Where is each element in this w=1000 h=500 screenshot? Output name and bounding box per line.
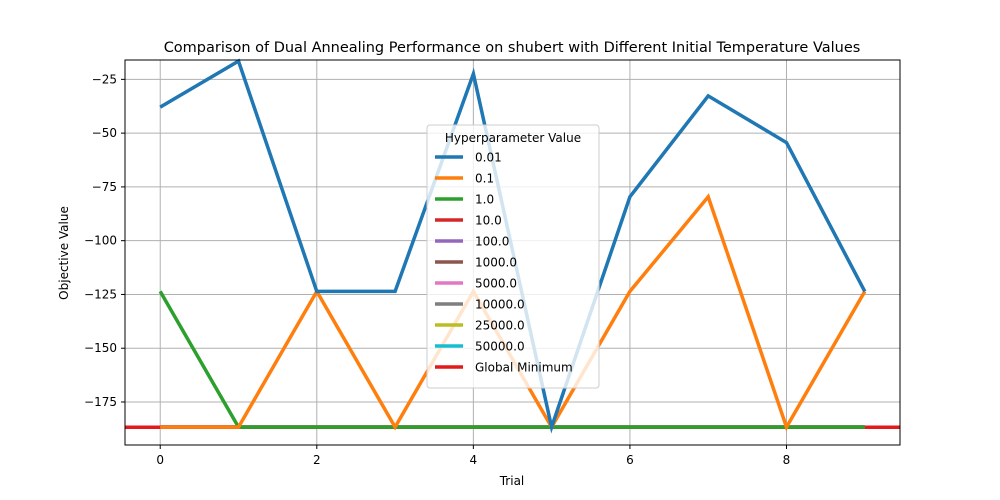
legend-entry-label: 5000.0: [475, 277, 517, 291]
x-tick-label: 8: [783, 453, 791, 467]
legend-entry-label: 1.0: [475, 193, 494, 207]
axis-ticks: 0 2 4 6 8 −175 −150 −125 −100 −75 −50 −25: [84, 72, 790, 467]
plot-frame: [124, 59, 901, 446]
x-axis-label: Trial: [499, 474, 525, 488]
series-line-1-0: [158, 290, 865, 429]
legend-entry-label: 50000.0: [475, 340, 525, 354]
y-tick-label: −25: [92, 72, 117, 86]
y-tick-label: −150: [84, 341, 117, 355]
legend-box: [426, 124, 600, 389]
x-tick-label: 2: [313, 453, 321, 467]
legend-entry-label: 100.0: [475, 235, 509, 249]
legend-entry-label: 1000.0: [475, 256, 517, 270]
x-tick-label: 6: [626, 453, 634, 467]
legend-entry-label: 10000.0: [475, 298, 525, 312]
legend-entry-label: 10.0: [475, 214, 502, 228]
chart-title: Comparison of Dual Annealing Performance…: [164, 40, 861, 56]
x-tick-label: 4: [470, 453, 478, 467]
y-tick-label: −175: [84, 395, 117, 409]
legend-entry-label: Global Minimum: [475, 361, 573, 375]
legend-entry-label: 0.01: [475, 151, 502, 165]
y-tick-label: −75: [92, 180, 117, 194]
legend-entry-label: 0.1: [475, 172, 494, 186]
y-tick-label: −125: [84, 287, 117, 301]
legend-title: Hyperparameter Value: [445, 131, 581, 145]
y-tick-label: −50: [92, 126, 117, 140]
y-axis-label: Objective Value: [57, 206, 71, 300]
y-tick-label: −100: [84, 234, 117, 248]
x-tick-label: 0: [156, 453, 164, 467]
legend-entry-label: 25000.0: [475, 319, 525, 333]
legend: Hyperparameter Value 0.01 0.1 1.0 10.0 100.0 1…: [426, 124, 600, 389]
